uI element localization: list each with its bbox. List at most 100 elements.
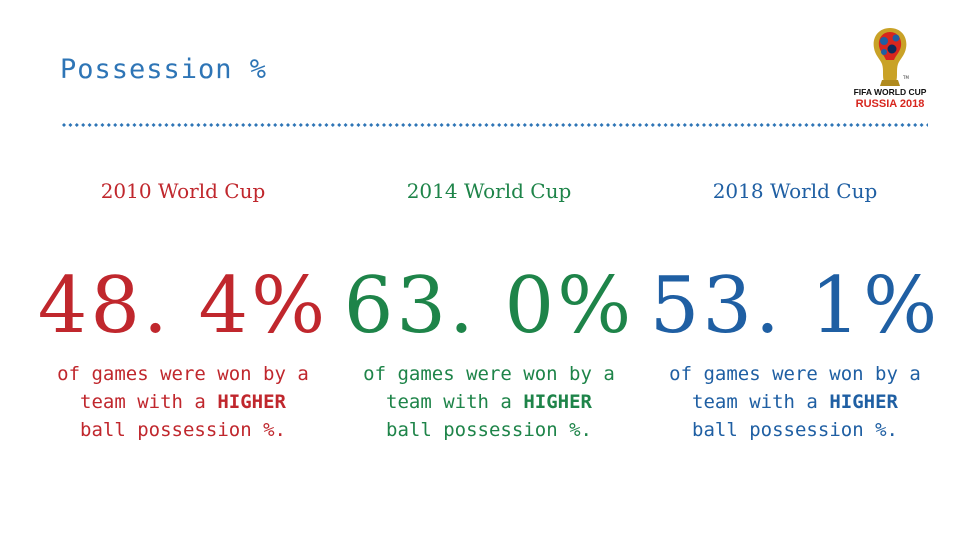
divider-dot: [727, 123, 732, 127]
divider-dot: [849, 123, 854, 127]
divider-dot: [68, 123, 73, 127]
divider-dot: [567, 123, 572, 127]
divider-dot: [330, 123, 335, 127]
possession-stat-2018: 53. 1%: [649, 261, 941, 351]
divider-dot: [798, 123, 802, 127]
divider-dot: [554, 123, 559, 127]
divider-dot: [452, 123, 457, 127]
divider-dot: [772, 123, 777, 127]
divider-dot: [881, 123, 886, 127]
divider-dot: [183, 123, 188, 127]
divider-dot: [497, 123, 502, 127]
divider-dot: [612, 123, 617, 127]
divider-dot: [446, 123, 450, 127]
divider-dot: [222, 123, 226, 127]
divider-dot: [906, 123, 911, 127]
divider-dot: [746, 123, 751, 127]
divider-dot: [170, 123, 175, 127]
divider-dot: [842, 123, 847, 127]
divider-dot: [638, 123, 642, 127]
divider-dot: [817, 123, 822, 127]
divider-dot: [151, 123, 156, 127]
divider-dot: [311, 123, 316, 127]
divider-dot: [529, 123, 534, 127]
divider-dot: [215, 123, 220, 127]
stat-description-2018: of games were won by a team with a HIGHE…: [669, 363, 921, 441]
divider-dot: [305, 123, 310, 127]
divider-dot: [503, 123, 508, 127]
divider-dot: [868, 123, 873, 127]
divider-dot: [318, 123, 322, 127]
divider-dot: [593, 123, 598, 127]
divider-dot: [689, 123, 694, 127]
divider-dot: [260, 123, 265, 127]
divider-dot: [401, 123, 406, 127]
divider-dot: [663, 123, 668, 127]
divider-dot: [484, 123, 489, 127]
divider-dot: [836, 123, 841, 127]
divider-dot: [337, 123, 342, 127]
divider-dot: [426, 123, 431, 127]
divider-dot: [734, 123, 738, 127]
divider-dot: [900, 123, 905, 127]
possession-stat-2010: 48. 4%: [37, 261, 329, 351]
divider-dot: [132, 123, 137, 127]
divider-dot: [913, 123, 918, 127]
logo-line2: RUSSIA 2018: [856, 98, 925, 110]
divider-dot: [241, 123, 246, 127]
divider-dot: [138, 123, 143, 127]
divider-dot: [926, 123, 928, 127]
divider-dot: [670, 123, 674, 127]
fifa-world-cup-logo: TM FIFA WORLD CUP RUSSIA 2018: [854, 28, 927, 110]
divider-dot: [823, 123, 828, 127]
page-title: Possession %: [60, 54, 268, 85]
divider-dot: [919, 123, 924, 127]
divider-dot: [247, 123, 252, 127]
divider-dot: [279, 123, 284, 127]
stat-description-2010: of games were won by a team with a HIGHE…: [57, 363, 309, 441]
divider-dot: [292, 123, 297, 127]
divider-dot: [113, 123, 118, 127]
logo-line1: FIFA WORLD CUP: [854, 87, 927, 97]
event-title-2018: 2018 World Cup: [712, 179, 878, 203]
divider-dot: [574, 123, 578, 127]
divider-dot: [759, 123, 764, 127]
divider-dot: [542, 123, 546, 127]
divider-dot: [350, 123, 354, 127]
divider-dot: [695, 123, 700, 127]
divider-dot: [599, 123, 604, 127]
divider-dot: [106, 123, 111, 127]
divider-dot: [420, 123, 425, 127]
divider-dot: [324, 123, 329, 127]
divider-dot: [388, 123, 393, 127]
divider-dot: [561, 123, 566, 127]
divider-dot: [618, 123, 623, 127]
divider-dot: [830, 123, 834, 127]
divider-dot: [516, 123, 521, 127]
divider-dot: [657, 123, 662, 127]
column-2014: 2014 World Cup 63. 0% of games were won …: [339, 176, 639, 444]
divider-dot: [94, 123, 98, 127]
divider-dot: [433, 123, 438, 127]
divider-dot: [439, 123, 444, 127]
stat-description-2014: of games were won by a team with a HIGHE…: [363, 363, 615, 441]
divider-dot: [650, 123, 655, 127]
divider-dot: [465, 123, 470, 127]
divider-dot: [375, 123, 380, 127]
divider-dot: [87, 123, 92, 127]
divider-dot: [382, 123, 386, 127]
divider-dot: [785, 123, 790, 127]
divider-dot: [362, 123, 367, 127]
divider-dot: [791, 123, 796, 127]
divider-dot: [458, 123, 463, 127]
divider-dot: [273, 123, 278, 127]
divider-dot: [625, 123, 630, 127]
divider-dot: [119, 123, 124, 127]
divider-dot: [407, 123, 412, 127]
divider-dot: [286, 123, 290, 127]
column-2010: 2010 World Cup 48. 4% of games were won …: [33, 176, 333, 444]
divider-dot: [126, 123, 130, 127]
divider-dot: [894, 123, 898, 127]
svg-text:TM: TM: [902, 75, 909, 80]
divider-dot: [804, 123, 809, 127]
